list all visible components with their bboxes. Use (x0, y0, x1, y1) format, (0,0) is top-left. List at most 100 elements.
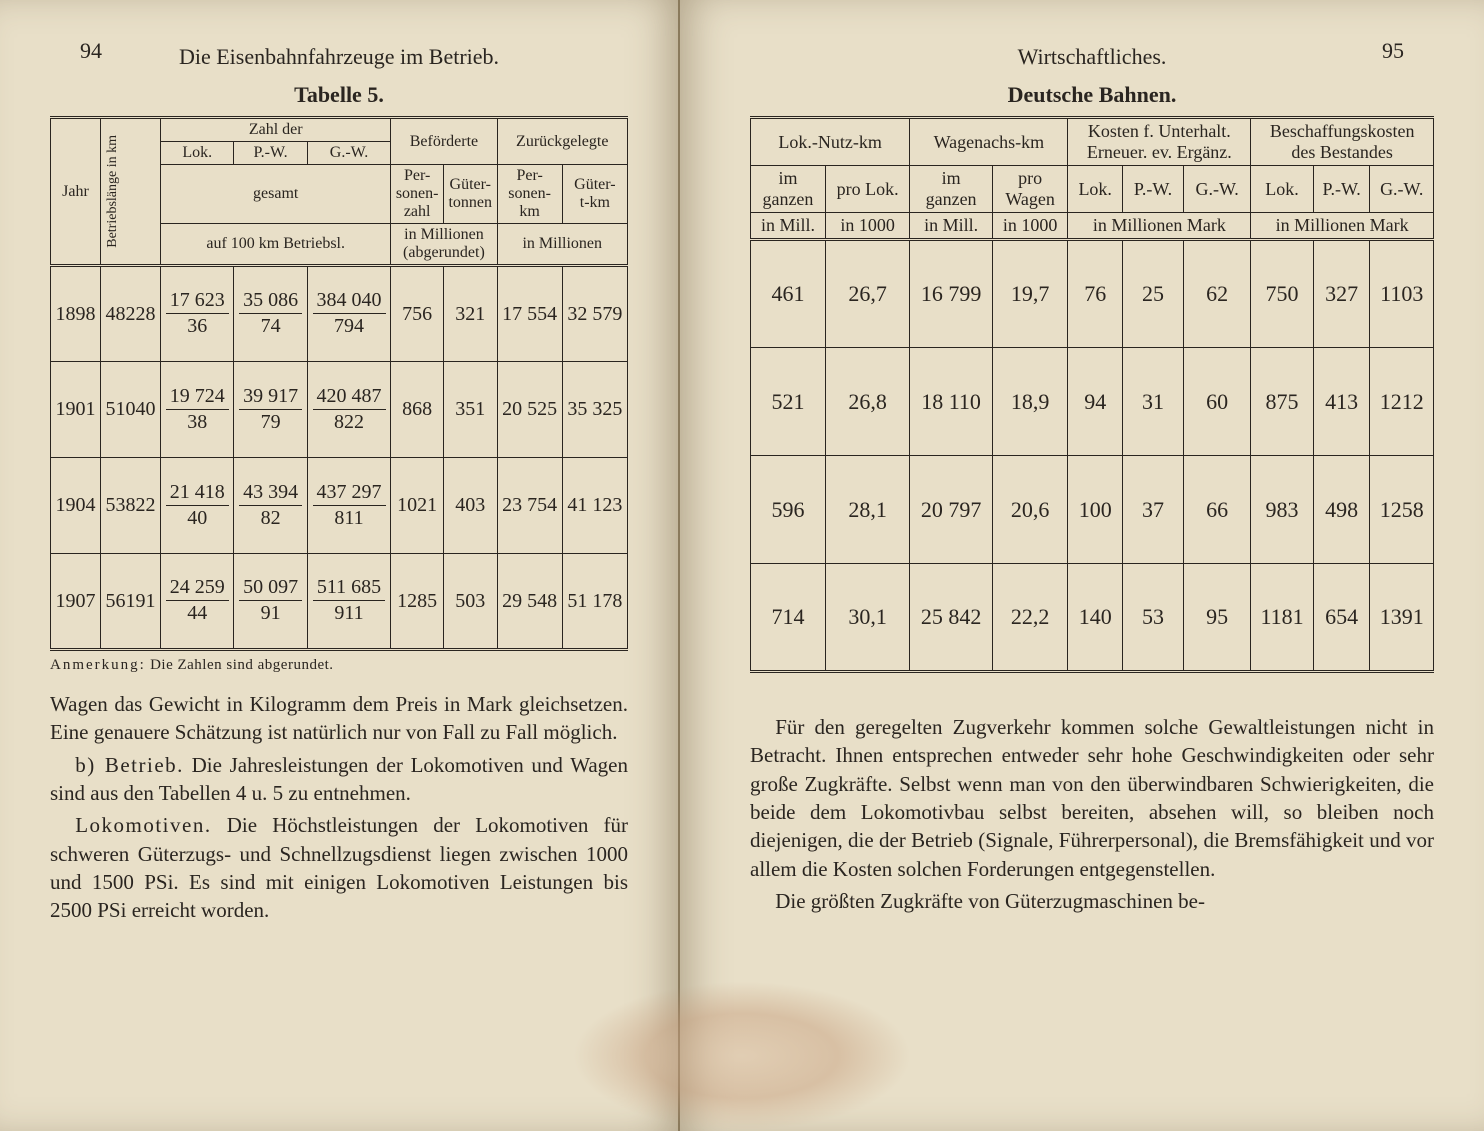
table-5-right: Lok.-Nutz-km Wagenachs-km Kosten f. Unte… (750, 116, 1434, 673)
para-1: Wagen das Gewicht in Kilogramm dem Preis… (50, 690, 628, 747)
book-spread: 94 Die Eisenbahnfahrzeuge im Betrieb. Ta… (0, 0, 1484, 1131)
cell-b-l: 875 (1251, 348, 1313, 456)
col-personenkm: Per- sonen- km (497, 165, 562, 224)
cell-k-p: 37 (1123, 456, 1184, 564)
cell-b-l: 750 (1251, 240, 1313, 348)
cell-b-p: 654 (1313, 564, 1370, 672)
para-3: Lokomotiven. Die Höchstleistungen der Lo… (50, 811, 628, 924)
table-row: 19075619124 2594450 09791511 68591112855… (51, 554, 628, 650)
cell-pz: 756 (391, 266, 444, 362)
cell-b-p: 498 (1313, 456, 1370, 564)
table-row: 18984822817 6233635 08674384 04079475632… (51, 266, 628, 362)
cell-jahr: 1901 (51, 362, 101, 458)
cell-jahr: 1904 (51, 458, 101, 554)
unit-millmark-1: in Millionen Mark (1068, 213, 1251, 240)
body-text-right: Für den geregelten Zugverkehr kommen sol… (750, 713, 1434, 915)
cell-pz: 868 (391, 362, 444, 458)
page-number-right: 95 (1382, 38, 1404, 64)
table-row: 19015104019 7243839 91779420 48782286835… (51, 362, 628, 458)
unit-inmill-1: in Mill. (751, 213, 826, 240)
para-r2: Die größten Zugkräfte von Güterzugmaschi… (750, 887, 1434, 915)
cell-ln-g: 714 (751, 564, 826, 672)
para-2-lede: b) Betrieb. (75, 753, 184, 777)
cell-ln-p: 26,7 (825, 240, 909, 348)
cell-k-l: 76 (1068, 240, 1123, 348)
cell-gw: 384 040794 (307, 266, 391, 362)
cell-gt: 403 (443, 458, 497, 554)
unit-in1000-1: in 1000 (825, 213, 909, 240)
cell-gtkm: 35 325 (562, 362, 627, 458)
col-gw-r: G.-W. (1183, 166, 1250, 213)
running-head-right: Wirtschaftliches. (750, 44, 1434, 70)
cell-k-p: 25 (1123, 240, 1184, 348)
cell-bl: 53822 (100, 458, 160, 554)
cell-k-g: 60 (1183, 348, 1250, 456)
cell-wa-g: 20 797 (910, 456, 993, 564)
cell-ln-p: 28,1 (825, 456, 909, 564)
cell-ln-p: 26,8 (825, 348, 909, 456)
unit-in1000-2: in 1000 (992, 213, 1067, 240)
col-zurueckgelegte: Zurückgelegte (497, 118, 627, 165)
table-5: Jahr Betriebslänge in km Zahl der Beförd… (50, 116, 628, 651)
col-prolok: pro Lok. (825, 166, 909, 213)
cell-gt: 351 (443, 362, 497, 458)
col-pw-r2: P.-W. (1313, 166, 1370, 213)
cell-gtkm: 32 579 (562, 266, 627, 362)
cell-pw: 39 91779 (234, 362, 307, 458)
cell-lok: 24 25944 (161, 554, 234, 650)
note-label: Anmerkung: (50, 657, 146, 673)
running-head-left: Die Eisenbahnfahrzeuge im Betrieb. (50, 44, 628, 70)
para-r1: Für den geregelten Zugverkehr kommen sol… (750, 713, 1434, 883)
col-imganzen-2: im ganzen (910, 166, 993, 213)
cell-wa-g: 16 799 (910, 240, 993, 348)
cell-b-g: 1258 (1370, 456, 1434, 564)
cell-k-p: 31 (1123, 348, 1184, 456)
col-pw-r: P.-W. (1123, 166, 1184, 213)
cell-gt: 321 (443, 266, 497, 362)
col-guetertonnen: Güter- tonnen (443, 165, 497, 224)
col-pw: P.-W. (234, 142, 307, 165)
cell-gw: 511 685911 (307, 554, 391, 650)
cell-b-l: 983 (1251, 456, 1313, 564)
cell-b-p: 327 (1313, 240, 1370, 348)
cell-k-l: 94 (1068, 348, 1123, 456)
table-row: 46126,716 79919,77625627503271103 (751, 240, 1434, 348)
col-prowagen: pro Wagen (992, 166, 1067, 213)
cell-ln-p: 30,1 (825, 564, 909, 672)
cell-jahr: 1907 (51, 554, 101, 650)
cell-pkm: 29 548 (497, 554, 562, 650)
cell-jahr: 1898 (51, 266, 101, 362)
note-text: Die Zahlen sind abgerundet. (146, 657, 334, 673)
cell-wa-p: 20,6 (992, 456, 1067, 564)
para-3-lede: Lokomotiven. (75, 813, 211, 837)
cell-ln-g: 461 (751, 240, 826, 348)
cell-pkm: 23 754 (497, 458, 562, 554)
unit-inmill-2: in Mill. (910, 213, 993, 240)
col-loknutz: Lok.-Nutz-km (751, 118, 910, 166)
cell-bl: 56191 (100, 554, 160, 650)
cell-pz: 1285 (391, 554, 444, 650)
col-in-mill-abg: in Millionen (abgerundet) (391, 224, 497, 266)
col-personenzahl: Per- sonen- zahl (391, 165, 444, 224)
col-gw: G.-W. (307, 142, 391, 165)
col-lok-r: Lok. (1068, 166, 1123, 213)
cell-gw: 437 297811 (307, 458, 391, 554)
left-page: 94 Die Eisenbahnfahrzeuge im Betrieb. Ta… (0, 0, 680, 1131)
cell-pz: 1021 (391, 458, 444, 554)
cell-k-g: 95 (1183, 564, 1250, 672)
table-row: 59628,120 79720,610037669834981258 (751, 456, 1434, 564)
col-beschaff: Beschaffungskosten des Bestandes (1251, 118, 1434, 166)
cell-b-l: 1181 (1251, 564, 1313, 672)
cell-b-g: 1103 (1370, 240, 1434, 348)
cell-k-g: 62 (1183, 240, 1250, 348)
cell-pw: 43 39482 (234, 458, 307, 554)
col-lok-r2: Lok. (1251, 166, 1313, 213)
cell-b-p: 413 (1313, 348, 1370, 456)
col-lok: Lok. (161, 142, 234, 165)
col-imganzen-1: im ganzen (751, 166, 826, 213)
cell-ln-g: 521 (751, 348, 826, 456)
col-gw-r2: G.-W. (1370, 166, 1434, 213)
cell-gtkm: 51 178 (562, 554, 627, 650)
table-title-left: Tabelle 5. (50, 82, 628, 108)
cell-pkm: 20 525 (497, 362, 562, 458)
